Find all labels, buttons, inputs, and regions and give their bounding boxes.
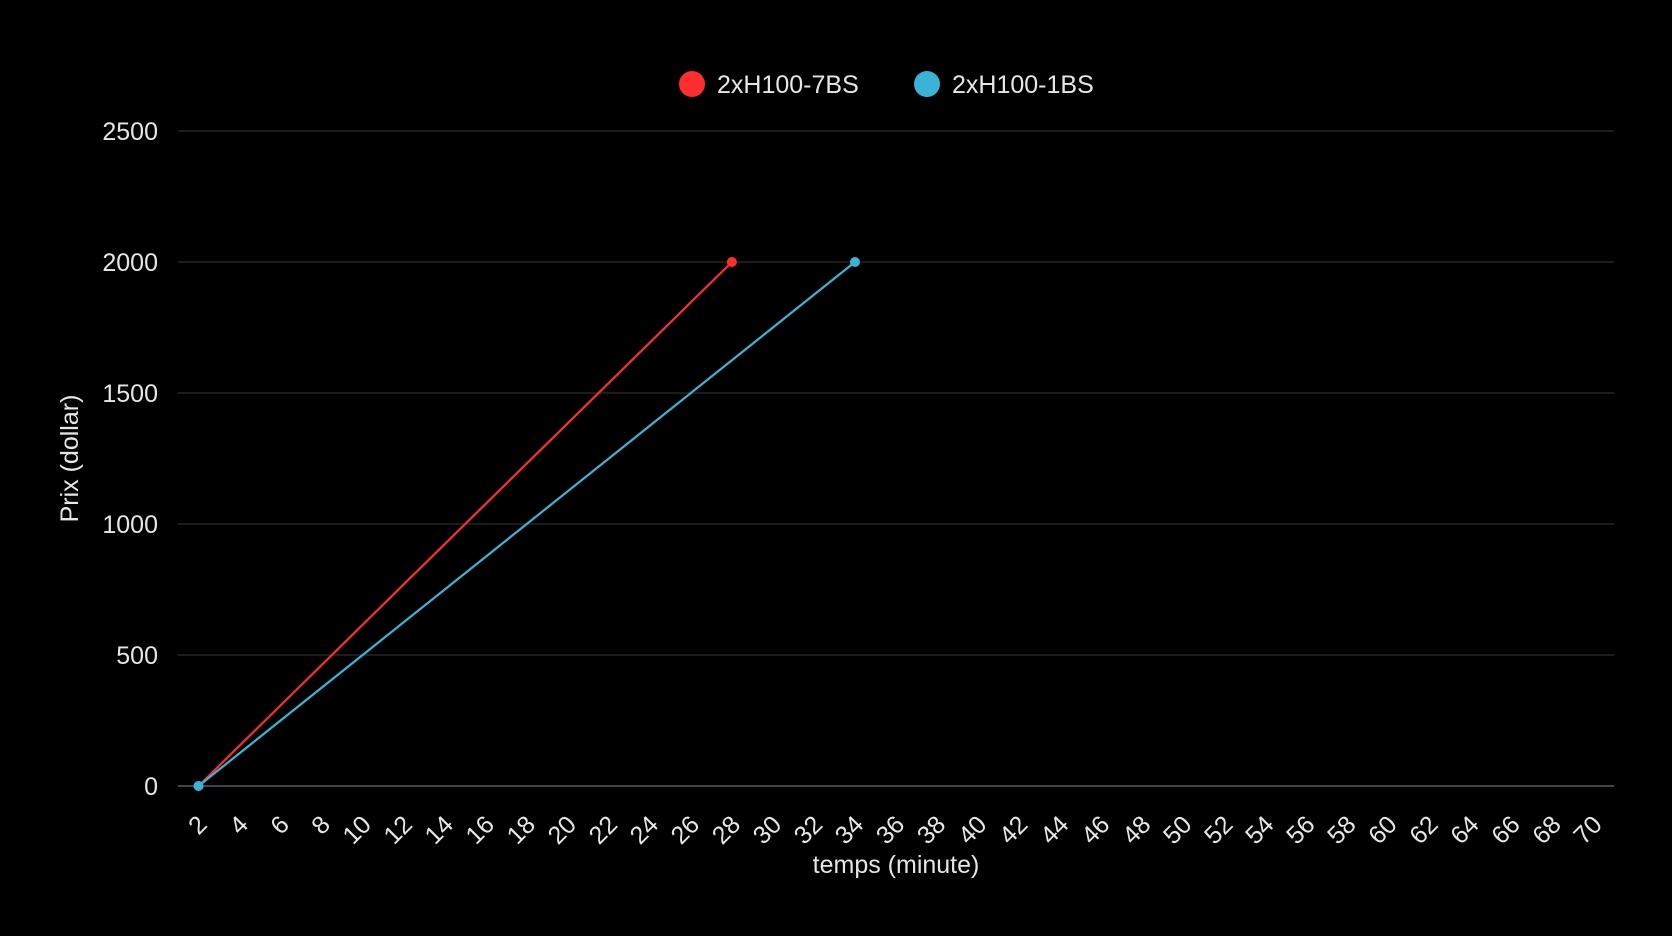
x-tick-label: 68 (1527, 810, 1566, 849)
series-line (197, 261, 856, 787)
x-tick-label: 22 (584, 810, 623, 849)
series-group (193, 257, 860, 791)
legend: 2xH100-7BS 2xH100-1BS (679, 71, 1094, 99)
x-tick-label: 4 (224, 810, 254, 840)
x-tick-label: 16 (460, 810, 499, 849)
data-point (726, 257, 737, 267)
y-tick-label: 500 (116, 642, 158, 670)
x-tick-label: 54 (1240, 810, 1280, 850)
x-tick-label: 48 (1117, 810, 1156, 849)
y-tick-label: 1500 (102, 380, 158, 408)
x-tick-label: 70 (1568, 810, 1607, 849)
x-tick-label: 14 (419, 810, 459, 850)
legend-marker (914, 71, 940, 97)
x-tick-label: 30 (748, 810, 787, 849)
x-tick-label: 2 (183, 810, 213, 840)
x-tick-label: 8 (306, 810, 336, 840)
x-tick-label: 36 (871, 810, 910, 849)
y-tick-label: 2500 (102, 118, 158, 146)
x-tick-label: 26 (666, 810, 705, 849)
y-axis: 0 500 1000 1500 2000 2500 (102, 118, 158, 801)
x-tick-label: 62 (1404, 810, 1443, 849)
legend-label: 2xH100-7BS (717, 71, 859, 99)
y-tick-label: 0 (144, 773, 158, 801)
x-tick-label: 32 (789, 810, 828, 849)
x-tick-label: 40 (953, 810, 992, 849)
x-tick-label: 66 (1486, 810, 1525, 849)
y-tick-label: 2000 (102, 249, 158, 277)
grid (178, 130, 1614, 787)
x-tick-label: 34 (830, 810, 870, 850)
y-tick-label: 1000 (102, 511, 158, 539)
data-point (193, 781, 204, 791)
x-tick-label: 50 (1158, 810, 1197, 849)
x-tick-label: 60 (1363, 810, 1402, 849)
x-tick-label: 6 (265, 810, 295, 840)
x-tick-label: 20 (543, 810, 582, 849)
y-axis-title: Prix (dollar) (56, 395, 84, 523)
x-tick-label: 24 (625, 810, 665, 850)
x-tick-label: 12 (378, 810, 417, 849)
x-tick-label: 18 (502, 810, 541, 849)
x-tick-label: 38 (912, 810, 951, 849)
x-tick-label: 58 (1322, 810, 1361, 849)
x-tick-label: 42 (994, 810, 1033, 849)
legend-label: 2xH100-1BS (952, 71, 1094, 99)
x-tick-label: 64 (1445, 810, 1485, 850)
x-tick-label: 56 (1281, 810, 1320, 849)
data-point (849, 257, 860, 267)
x-tick-label: 46 (1076, 810, 1115, 849)
x-tick-label: 52 (1199, 810, 1238, 849)
x-axis-title: temps (minute) (813, 851, 980, 879)
x-axis: 2 4 6 8 10 12 14 16 18 20 22 24 26 28 30 32 34 36 38 40 42 44… (183, 810, 1608, 850)
x-tick-label: 28 (707, 810, 746, 849)
legend-marker (679, 71, 705, 97)
x-tick-label: 10 (337, 810, 376, 849)
series-line (197, 261, 733, 787)
x-tick-label: 44 (1035, 810, 1075, 850)
